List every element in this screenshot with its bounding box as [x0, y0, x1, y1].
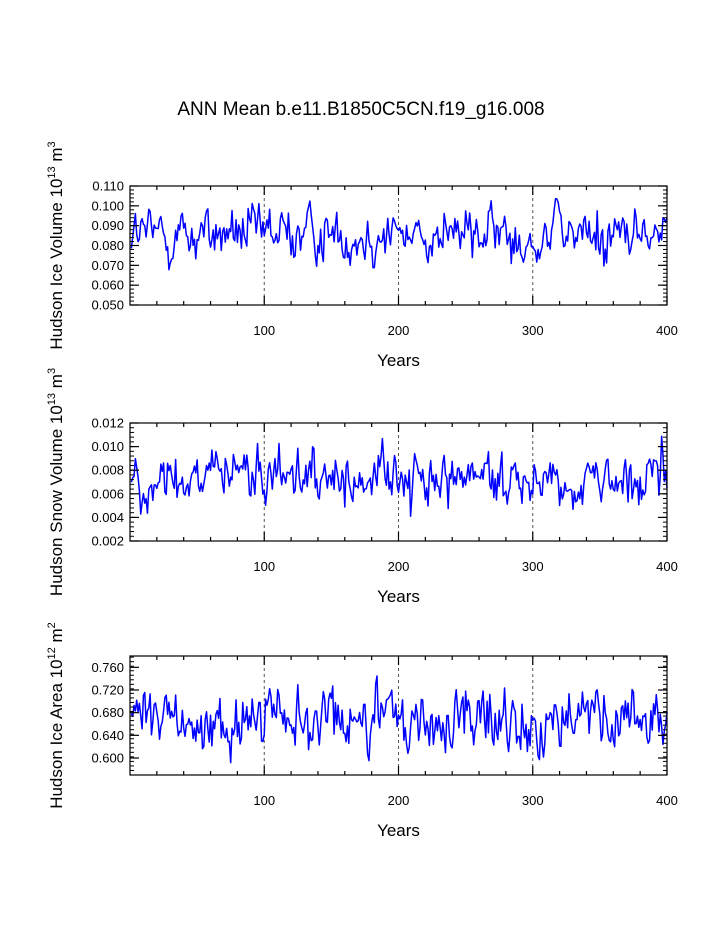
y-tick-label: 0.090	[91, 218, 124, 233]
x-tick-label: 400	[656, 559, 678, 574]
y-tick-label: 0.600	[91, 751, 124, 766]
x-tick-label: 300	[522, 323, 544, 338]
y-tick-label: 0.720	[91, 683, 124, 698]
x-axis-label: Years	[377, 351, 420, 370]
y-tick-label: 0.008	[91, 463, 124, 478]
y-axis-label: Hudson Ice Area 1012 m2	[46, 622, 66, 809]
y-tick-label: 0.110	[92, 179, 124, 194]
y-tick-label: 0.760	[91, 660, 124, 675]
x-tick-label: 300	[522, 559, 544, 574]
chart-title: ANN Mean b.e11.B1850C5CN.f19_g16.008	[177, 99, 544, 120]
x-tick-label: 100	[253, 793, 275, 808]
panel-2: 0.002 0.004 0.006 0.008 0.010 0.012 100 200 300 4…	[46, 368, 678, 606]
panel-3: 0.600 0.640 0.680 0.720 0.760 100 200 300 400 Yea…	[46, 622, 678, 840]
x-tick-label: 200	[388, 323, 410, 338]
x-axis-label: Years	[377, 821, 420, 840]
y-tick-label: 0.012	[91, 416, 124, 431]
y-tick-label: 0.070	[91, 258, 124, 273]
x-tick-label: 100	[253, 323, 275, 338]
y-axis-label: Hudson Snow Volume 1013 m3	[46, 368, 66, 596]
x-tick-label: 200	[388, 793, 410, 808]
y-tick-label: 0.640	[91, 728, 124, 743]
y-tick-label: 0.050	[91, 298, 124, 313]
series-line	[130, 675, 668, 764]
x-axis-label: Years	[377, 587, 420, 606]
panel-1: 0.050 0.060 0.070 0.080 0.090 0.100 0.110 100 20…	[46, 141, 678, 370]
y-tick-label: 0.060	[91, 278, 124, 293]
plot-frame	[129, 422, 668, 542]
y-tick-label: 0.006	[91, 486, 124, 501]
y-tick-label: 0.010	[91, 439, 124, 454]
x-tick-label: 400	[656, 323, 678, 338]
y-tick-label: 0.002	[91, 534, 124, 549]
x-tick-label: 100	[253, 559, 275, 574]
y-tick-label: 0.680	[91, 705, 124, 720]
x-tick-label: 400	[656, 793, 678, 808]
y-axis-label: Hudson Ice Volume 1013 m3	[46, 141, 66, 349]
y-tick-label: 0.100	[91, 198, 124, 213]
y-tick-label: 0.004	[91, 510, 124, 525]
y-tick-label: 0.080	[91, 238, 124, 253]
series-line	[130, 197, 668, 271]
series-line	[130, 435, 668, 517]
x-tick-label: 200	[388, 559, 410, 574]
x-tick-label: 300	[522, 793, 544, 808]
